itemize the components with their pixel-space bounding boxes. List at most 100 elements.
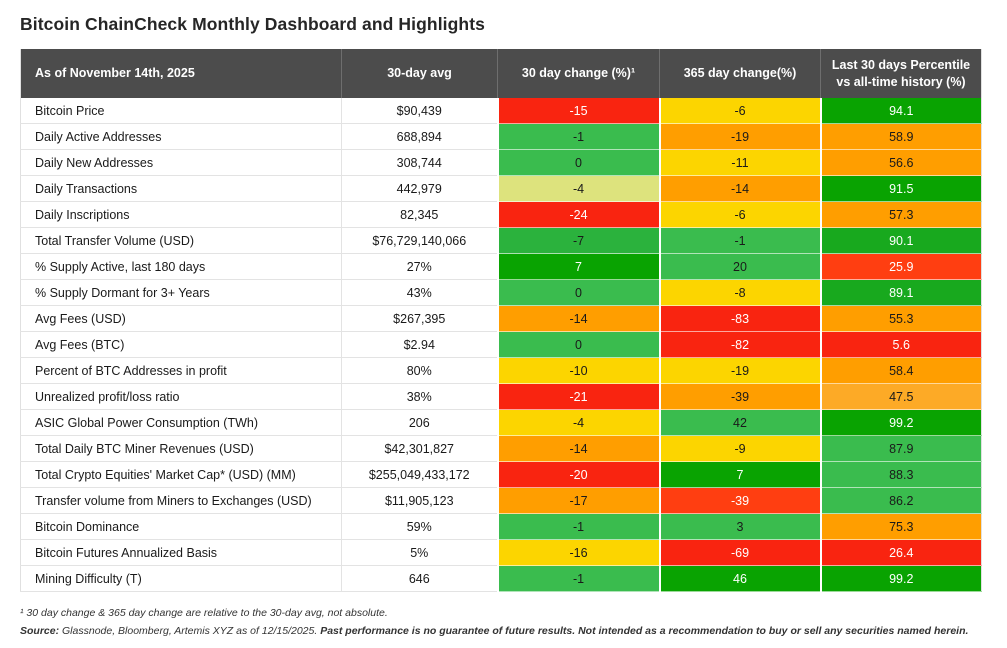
change-30d-cell: -15: [496, 98, 660, 124]
table-row: Transfer volume from Miners to Exchanges…: [20, 487, 982, 514]
metric-avg: 688,894: [341, 123, 498, 150]
table-row: Mining Difficulty (T) 646 -1 46 99.2: [20, 565, 982, 592]
metric-label: ASIC Global Power Consumption (TWh): [20, 409, 342, 436]
change-365d-cell: 7: [658, 461, 821, 488]
change-30d-cell: -16: [496, 539, 660, 566]
change-30d-cell: -24: [496, 201, 660, 228]
percentile-cell: 87.9: [819, 435, 982, 462]
change-30d-cell: -14: [496, 435, 660, 462]
metric-avg: $2.94: [341, 331, 498, 358]
percentile-cell: 58.4: [819, 357, 982, 384]
table-row: Bitcoin Futures Annualized Basis 5% -16 -69…: [20, 539, 982, 566]
change-30d-cell: -21: [496, 383, 660, 410]
metric-avg: 27%: [341, 253, 498, 280]
table-row: % Supply Active, last 180 days 27% 7 20 25.9: [20, 253, 982, 280]
metric-avg: 80%: [341, 357, 498, 384]
metric-label: Transfer volume from Miners to Exchanges…: [20, 487, 342, 514]
change-365d-cell: -83: [658, 305, 821, 332]
table-row: ASIC Global Power Consumption (TWh) 206 -4…: [20, 409, 982, 436]
change-365d-cell: -8: [658, 279, 821, 306]
percentile-cell: 58.9: [819, 123, 982, 150]
change-30d-cell: 7: [496, 253, 660, 280]
percentile-cell: 25.9: [819, 253, 982, 280]
percentile-cell: 57.3: [819, 201, 982, 228]
metric-label: Total Crypto Equities' Market Cap* (USD)…: [20, 461, 342, 488]
metric-avg: $42,301,827: [341, 435, 498, 462]
change-365d-cell: -82: [658, 331, 821, 358]
percentile-cell: 90.1: [819, 227, 982, 254]
column-header-365day-change: 365 day change(%): [659, 49, 821, 98]
change-365d-cell: 42: [658, 409, 821, 436]
metric-avg: $255,049,433,172: [341, 461, 498, 488]
page-title: Bitcoin ChainCheck Monthly Dashboard and…: [20, 14, 485, 34]
percentile-cell: 75.3: [819, 513, 982, 540]
percentile-cell: 89.1: [819, 279, 982, 306]
metric-label: Unrealized profit/loss ratio: [20, 383, 342, 410]
change-30d-cell: -1: [496, 565, 660, 592]
column-header-30day-avg: 30-day avg: [341, 49, 498, 98]
change-365d-cell: 3: [658, 513, 821, 540]
percentile-cell: 88.3: [819, 461, 982, 488]
metric-avg: $11,905,123: [341, 487, 498, 514]
change-30d-cell: -1: [496, 513, 660, 540]
table-row: Total Crypto Equities' Market Cap* (USD)…: [20, 461, 982, 488]
table-row: Daily Transactions 442,979 -4 -14 91.5: [20, 175, 982, 202]
change-30d-cell: -20: [496, 461, 660, 488]
metric-avg: 206: [341, 409, 498, 436]
footnote-source: Source: Glassnode, Bloomberg, Artemis XY…: [20, 623, 1007, 641]
change-30d-cell: -4: [496, 175, 660, 202]
percentile-cell: 47.5: [819, 383, 982, 410]
metric-avg: 308,744: [341, 149, 498, 176]
source-label: Source:: [20, 624, 60, 637]
source-text: Glassnode, Bloomberg, Artemis XYZ as of …: [59, 624, 321, 637]
table-row: % Supply Dormant for 3+ Years 43% 0 -8 89.1: [20, 279, 982, 306]
metric-avg: $76,729,140,066: [341, 227, 498, 254]
metric-avg: 82,345: [341, 201, 498, 228]
table-row: Unrealized profit/loss ratio 38% -21 -39 47.…: [20, 383, 982, 410]
table-header: As of November 14th, 2025 30-day avg 30 …: [20, 49, 982, 98]
metric-label: Bitcoin Price: [20, 98, 342, 124]
change-365d-cell: -14: [658, 175, 821, 202]
metric-label: Avg Fees (USD): [20, 305, 342, 332]
change-365d-cell: -6: [658, 201, 821, 228]
column-header-30day-change: 30 day change (%)¹: [497, 49, 660, 98]
percentile-cell: 26.4: [819, 539, 982, 566]
percentile-cell: 56.6: [819, 149, 982, 176]
metric-label: Bitcoin Futures Annualized Basis: [20, 539, 342, 566]
change-30d-cell: -10: [496, 357, 660, 384]
disclaimer-text: Past performance is no guarantee of futu…: [320, 624, 969, 637]
metric-label: Total Daily BTC Miner Revenues (USD): [20, 435, 342, 462]
metric-label: Daily New Addresses: [20, 149, 342, 176]
percentile-cell: 94.1: [819, 98, 982, 124]
metric-avg: 646: [341, 565, 498, 592]
metric-label: Total Transfer Volume (USD): [20, 227, 342, 254]
table-row: Total Daily BTC Miner Revenues (USD) $42,…: [20, 435, 982, 462]
percentile-cell: 99.2: [819, 565, 982, 592]
change-365d-cell: -39: [658, 487, 821, 514]
percentile-cell: 55.3: [819, 305, 982, 332]
column-header-as-of-date: As of November 14th, 2025: [20, 49, 342, 98]
metric-label: Daily Inscriptions: [20, 201, 342, 228]
metric-label: Daily Active Addresses: [20, 123, 342, 150]
metric-avg: $267,395: [341, 305, 498, 332]
change-30d-cell: -7: [496, 227, 660, 254]
change-365d-cell: -19: [658, 357, 821, 384]
change-30d-cell: 0: [496, 149, 660, 176]
change-30d-cell: -17: [496, 487, 660, 514]
footnotes: ¹ 30 day change & 365 day change are rel…: [20, 605, 1007, 641]
table-row: Avg Fees (USD) $267,395 -14 -83 55.3: [20, 305, 982, 332]
change-30d-cell: -14: [496, 305, 660, 332]
change-365d-cell: -69: [658, 539, 821, 566]
metric-label: % Supply Dormant for 3+ Years: [20, 279, 342, 306]
table-row: Daily Active Addresses 688,894 -1 -19 58.9: [20, 123, 982, 150]
change-365d-cell: -6: [658, 98, 821, 124]
metric-label: Percent of BTC Addresses in profit: [20, 357, 342, 384]
metric-avg: 38%: [341, 383, 498, 410]
metric-label: Mining Difficulty (T): [20, 565, 342, 592]
table-row: Daily Inscriptions 82,345 -24 -6 57.3: [20, 201, 982, 228]
change-365d-cell: -9: [658, 435, 821, 462]
metric-label: Daily Transactions: [20, 175, 342, 202]
table-body: Bitcoin Price $90,439 -15 -6 94.1 Daily Activ…: [20, 98, 982, 592]
change-30d-cell: -1: [496, 123, 660, 150]
